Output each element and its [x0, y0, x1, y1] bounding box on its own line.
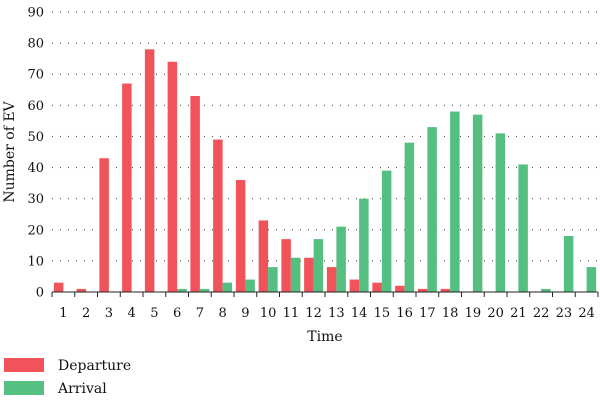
legend: Departure Arrival	[4, 358, 131, 397]
x-tick-label-19: 19	[465, 306, 482, 321]
bars	[53, 49, 597, 293]
bar-departure-11	[281, 239, 291, 292]
bar-departure-3	[99, 158, 109, 292]
x-tick-label-1: 1	[59, 306, 67, 321]
bar-arrival-22	[541, 288, 551, 292]
x-tick-label-2: 2	[82, 306, 90, 321]
bar-departure-17	[417, 288, 428, 292]
x-tick-label-6: 6	[173, 306, 181, 321]
bar-arrival-20	[495, 133, 506, 292]
y-tick-label-10: 10	[27, 254, 44, 269]
bar-departure-4	[122, 83, 132, 292]
y-tick-label-90: 90	[27, 6, 44, 21]
x-axis-title: Time	[307, 329, 342, 345]
bar-arrival-19	[472, 114, 483, 293]
y-tick-label-70: 70	[27, 68, 44, 83]
x-tick-label-15: 15	[374, 306, 391, 321]
legend-label-arrival: Arrival	[57, 381, 107, 397]
bar-departure-10	[258, 220, 269, 292]
bar-arrival-15	[381, 170, 392, 292]
bar-departure-16	[395, 285, 405, 292]
bar-arrival-14	[359, 198, 369, 292]
bar-departure-7	[190, 96, 200, 292]
grid-lines	[52, 11, 598, 262]
bar-arrival-8	[222, 282, 233, 292]
x-tick-label-10: 10	[260, 306, 277, 321]
bar-arrival-6	[177, 288, 187, 292]
legend-swatch-departure	[4, 358, 44, 372]
bar-departure-6	[167, 61, 178, 293]
bar-departure-14	[349, 279, 360, 292]
legend-swatch-arrival	[4, 381, 44, 395]
x-tick-label-20: 20	[487, 306, 504, 321]
x-tick-label-11: 11	[283, 306, 300, 321]
legend-label-departure: Departure	[58, 358, 131, 374]
y-tick-label-30: 30	[27, 192, 44, 207]
x-tick-label-17: 17	[419, 306, 436, 321]
y-tick-label-60: 60	[27, 99, 44, 114]
y-tick-label-0: 0	[36, 286, 44, 301]
y-tick-label-50: 50	[27, 130, 44, 145]
bar-arrival-24	[586, 267, 597, 292]
x-tick-label-22: 22	[533, 306, 550, 321]
y-axis-title: Number of EV	[2, 100, 18, 202]
x-tick-label-23: 23	[556, 306, 573, 321]
x-tick-label-14: 14	[351, 306, 368, 321]
y-tick-label-20: 20	[27, 223, 44, 238]
bar-departure-9	[235, 180, 246, 292]
x-tick-label-16: 16	[396, 306, 413, 321]
bar-arrival-7	[199, 288, 210, 292]
x-tick-label-3: 3	[105, 306, 113, 321]
y-axis-tick-labels: 0 10 20 30 40 50 60 70 80 90	[27, 6, 44, 301]
bar-arrival-16	[404, 142, 415, 292]
x-tick-label-24: 24	[578, 306, 595, 321]
bar-arrival-21	[518, 164, 528, 292]
bar-arrival-10	[268, 267, 278, 292]
bar-departure-15	[372, 282, 382, 292]
x-tick-label-21: 21	[510, 306, 527, 321]
x-tick-label-18: 18	[442, 306, 459, 321]
x-tick-label-5: 5	[150, 306, 158, 321]
bar-arrival-23	[563, 236, 574, 292]
bar-departure-5	[144, 49, 155, 293]
x-axis-ticks: 1 2 3 4 5 6 7 8 9 10 11 12 13 14 15 16 17 18 19 20 21 22 23 24	[51, 292, 599, 321]
x-tick-label-8: 8	[218, 306, 226, 321]
bar-departure-12	[304, 257, 314, 292]
x-tick-label-9: 9	[241, 306, 249, 321]
bar-departure-8	[213, 139, 223, 292]
bar-arrival-9	[245, 279, 255, 292]
bar-departure-13	[326, 267, 337, 292]
x-tick-label-13: 13	[328, 306, 345, 321]
bar-arrival-11	[290, 257, 301, 292]
x-tick-label-12: 12	[305, 306, 322, 321]
bar-arrival-17	[427, 127, 437, 292]
bar-departure-1	[53, 282, 64, 292]
y-tick-label-80: 80	[27, 37, 44, 52]
bar-departure-2	[76, 288, 87, 292]
bar-arrival-18	[450, 111, 460, 292]
bar-departure-18	[440, 288, 451, 292]
bar-arrival-13	[336, 226, 346, 292]
y-tick-label-40: 40	[27, 161, 44, 176]
bar-arrival-12	[313, 239, 324, 292]
x-tick-label-4: 4	[127, 306, 135, 321]
x-tick-label-7: 7	[196, 306, 204, 321]
